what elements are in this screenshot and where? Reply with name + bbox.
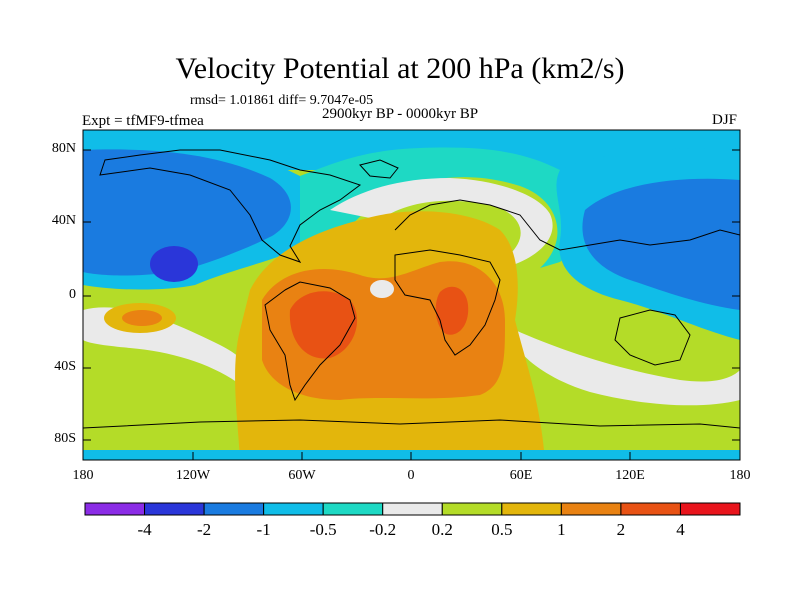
map-title: Velocity Potential at 200 hPa (km2/s) xyxy=(175,52,625,85)
eurasia-coast xyxy=(394,199,740,251)
africa-coast xyxy=(394,249,501,356)
lon-label-180e: 180 xyxy=(729,468,751,483)
lat-tick-marks xyxy=(83,149,740,441)
colorbar-swatch xyxy=(84,502,146,516)
colorbar-label: -4 xyxy=(137,520,152,539)
band-red-africa xyxy=(435,286,469,335)
band-teal-arc xyxy=(300,147,587,268)
lon-label-120w: 120W xyxy=(175,468,211,483)
lon-label-0: 0 xyxy=(407,468,415,483)
colorbar-swatch xyxy=(263,502,324,516)
south-america-coast xyxy=(264,281,356,402)
lat-label-40s: 40S xyxy=(54,359,76,374)
colorbar-swatch xyxy=(322,502,384,516)
colorbar-swatch xyxy=(501,502,562,516)
lat-label-80n: 80N xyxy=(51,141,76,156)
colorbar-swatch xyxy=(203,502,265,516)
colorbar-label: 1 xyxy=(557,520,566,539)
colorbar-label: 4 xyxy=(676,520,685,539)
colorbar-label: 0.5 xyxy=(491,520,513,539)
lon-tick-marks xyxy=(82,452,741,460)
band-blue-pacific xyxy=(83,149,291,276)
season-label: DJF xyxy=(712,112,738,128)
band-darkblue-pacific xyxy=(150,246,198,282)
experiment-label: Expt = tfMF9-tfmea xyxy=(82,113,204,129)
lon-label-120e: 120E xyxy=(615,468,645,483)
lon-label-60e: 60E xyxy=(509,468,533,483)
colorbar-label: 2 xyxy=(616,520,626,539)
band-red-south-america xyxy=(289,291,358,359)
colorbar xyxy=(84,502,741,516)
north-america-coast xyxy=(99,149,362,263)
band-white-indian xyxy=(515,330,740,406)
australia-coast xyxy=(614,309,691,366)
band-white-arc xyxy=(330,178,553,266)
band-white-spot xyxy=(370,280,394,298)
stats-line: rmsd= 1.01861 diff= 9.7047e-05 xyxy=(190,93,374,108)
colorbar-swatch xyxy=(560,502,622,516)
lat-label-0: 0 xyxy=(69,287,76,302)
colorbar-label: -0.2 xyxy=(369,520,397,539)
antarctica-coast xyxy=(83,419,740,429)
contour-field xyxy=(83,130,740,460)
colorbar-label: 0.2 xyxy=(431,520,453,539)
colorbar-label: -2 xyxy=(196,520,212,539)
colorbar-swatch xyxy=(144,502,205,516)
greenland-coast xyxy=(359,159,399,179)
colorbar-label: -0.5 xyxy=(309,520,337,539)
colorbar-swatch xyxy=(441,502,503,516)
period-label: 2900kyr BP - 0000kyr BP xyxy=(322,106,479,122)
band-blue-asia xyxy=(582,178,740,310)
band-orange-south-pacific xyxy=(122,310,162,326)
colorbar-swatch xyxy=(620,502,681,516)
colorbar-label: -1 xyxy=(256,520,271,539)
lon-label-180w: 180 xyxy=(72,468,94,483)
lat-label-40n: 40N xyxy=(51,213,76,228)
coastlines xyxy=(83,149,740,429)
colorbar-swatch xyxy=(382,502,443,516)
colorbar-swatch xyxy=(679,502,741,516)
lat-label-80s: 80S xyxy=(54,431,76,446)
lon-label-60w: 60W xyxy=(288,468,316,483)
